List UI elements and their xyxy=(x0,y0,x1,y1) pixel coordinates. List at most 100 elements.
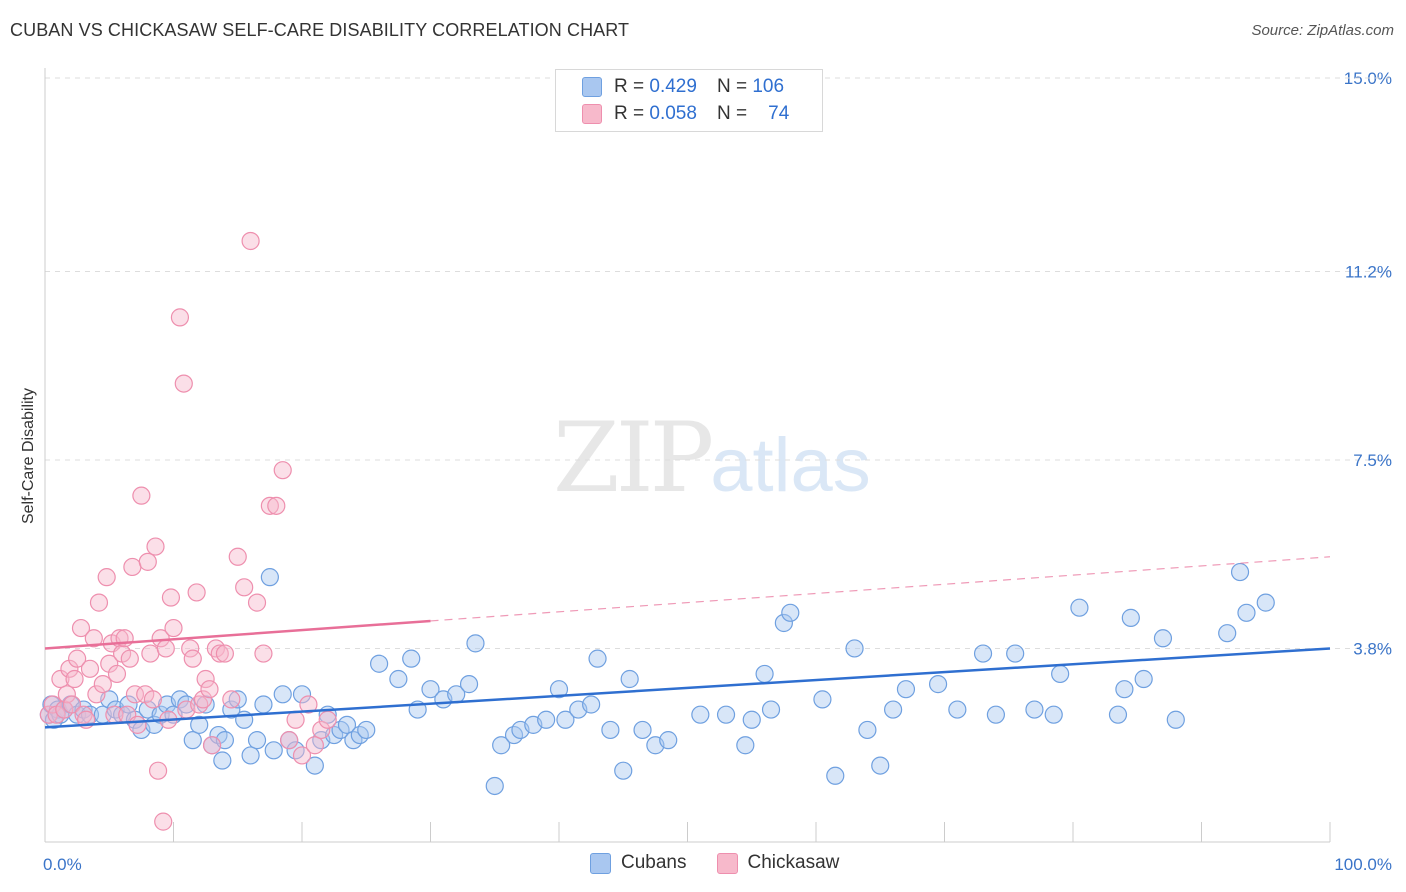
cubans-point xyxy=(813,690,832,709)
cubans-point xyxy=(273,685,292,704)
watermark: ZIPatlas xyxy=(553,402,871,514)
chickasaw-legend-swatch xyxy=(716,852,738,874)
y-tick-label: 11.2% xyxy=(1345,263,1392,282)
chickasaw-point xyxy=(222,690,241,709)
chickasaw-point xyxy=(170,308,190,327)
chickasaw-point xyxy=(267,496,286,515)
cubans-point xyxy=(601,720,620,740)
cubans-point xyxy=(1134,669,1153,689)
cubans-point xyxy=(556,710,575,729)
chickasaw-point xyxy=(143,690,163,709)
r-label: R = xyxy=(614,103,645,124)
cubans-point xyxy=(871,756,890,775)
r-label: R = xyxy=(614,76,645,97)
cubans-point xyxy=(190,715,209,734)
cubans-point xyxy=(928,675,948,694)
cubans-point xyxy=(633,720,652,740)
chickasaw-trend-extension xyxy=(430,556,1331,622)
chickasaw-point xyxy=(107,664,127,684)
chickasaw-point xyxy=(128,715,147,734)
cubans-point xyxy=(1006,644,1025,663)
legend-item-cubans: Cubans xyxy=(590,852,687,874)
cubans-point xyxy=(755,664,774,684)
chickasaw-point xyxy=(125,685,145,704)
chart-title: CUBAN VS CHICKASAW SELF-CARE DISABILITY … xyxy=(10,20,630,40)
cubans-point xyxy=(183,731,202,750)
chickasaw-point xyxy=(254,644,273,663)
cubans-point xyxy=(1051,664,1070,684)
n-value: 106 xyxy=(752,76,785,97)
cubans-point xyxy=(736,736,755,755)
chickasaw-point xyxy=(74,705,93,724)
chickasaw-point xyxy=(247,593,267,612)
cubans-point xyxy=(196,695,215,714)
cubans-point xyxy=(357,720,376,740)
chickasaw-point xyxy=(156,639,175,658)
n-label: N = xyxy=(716,103,748,124)
cubans-point xyxy=(254,695,273,714)
cubans-point xyxy=(716,705,736,724)
chickasaw-swatch xyxy=(582,104,602,124)
y-axis-label: Self-Care Disability xyxy=(20,387,37,525)
chickasaw-point xyxy=(132,486,151,505)
chickasaw-point xyxy=(312,720,331,740)
chickasaw-point xyxy=(148,761,168,780)
n-label: N = xyxy=(716,76,748,97)
chickasaw-point xyxy=(164,618,183,638)
cubans-point xyxy=(247,731,267,750)
chickasaw-point xyxy=(57,685,76,704)
n-value: 74 xyxy=(768,103,790,124)
chickasaw-point xyxy=(241,231,260,251)
cubans-swatch xyxy=(582,77,602,97)
legend-label-chickasaw: Chickasaw xyxy=(747,852,840,873)
y-tick-label: 3.8% xyxy=(1353,639,1392,658)
chickasaw-point xyxy=(87,685,106,704)
cubans-point xyxy=(537,710,556,729)
cubans-point xyxy=(228,690,247,709)
chickasaw-point xyxy=(318,710,337,729)
cubans-point xyxy=(459,675,479,694)
legend-label-cubans: Cubans xyxy=(621,852,687,873)
cubans-point xyxy=(549,680,569,699)
cubans-point xyxy=(742,710,761,729)
cubans-point xyxy=(614,761,633,780)
chickasaw-point xyxy=(210,644,229,663)
chickasaw-point xyxy=(280,731,299,750)
chickasaw-point xyxy=(100,654,119,673)
chickasaw-point xyxy=(146,537,165,556)
chickasaw-point xyxy=(80,659,100,678)
cubans-point xyxy=(305,756,324,775)
cubans-point xyxy=(492,736,511,755)
cubans-point xyxy=(774,613,793,633)
chickasaw-point xyxy=(154,812,173,831)
legend-row-cubans: R = 0.429 N = 106 xyxy=(582,75,784,99)
chickasaw-point xyxy=(151,629,170,648)
chickasaw-point xyxy=(43,695,62,714)
chickasaw-point xyxy=(299,695,318,714)
chickasaw-point xyxy=(138,552,157,571)
r-value: 0.429 xyxy=(649,76,697,97)
chickasaw-point xyxy=(84,629,103,648)
watermark-zip: ZIP xyxy=(553,402,714,514)
cubans-point xyxy=(370,654,389,673)
cubans-point xyxy=(582,695,601,714)
cubans-point xyxy=(973,644,993,663)
chickasaw-point xyxy=(187,583,206,602)
cubans-legend-swatch xyxy=(590,852,611,874)
cubans-point xyxy=(1256,593,1275,612)
chickasaw-trend-line xyxy=(44,619,431,650)
chickasaw-point xyxy=(60,659,79,678)
cubans-point xyxy=(1108,705,1128,724)
cubans-point xyxy=(213,751,232,770)
cubans-point xyxy=(986,705,1006,724)
cubans-point xyxy=(845,639,864,658)
cubans-point xyxy=(826,766,845,785)
cubans-point xyxy=(389,669,408,689)
chickasaw-point xyxy=(286,710,305,729)
x-tick-label: 0.0% xyxy=(43,855,82,874)
chickasaw-point xyxy=(141,644,160,663)
cubans-point xyxy=(858,720,877,740)
cubans-point xyxy=(883,700,903,719)
cubans-point xyxy=(402,649,421,668)
